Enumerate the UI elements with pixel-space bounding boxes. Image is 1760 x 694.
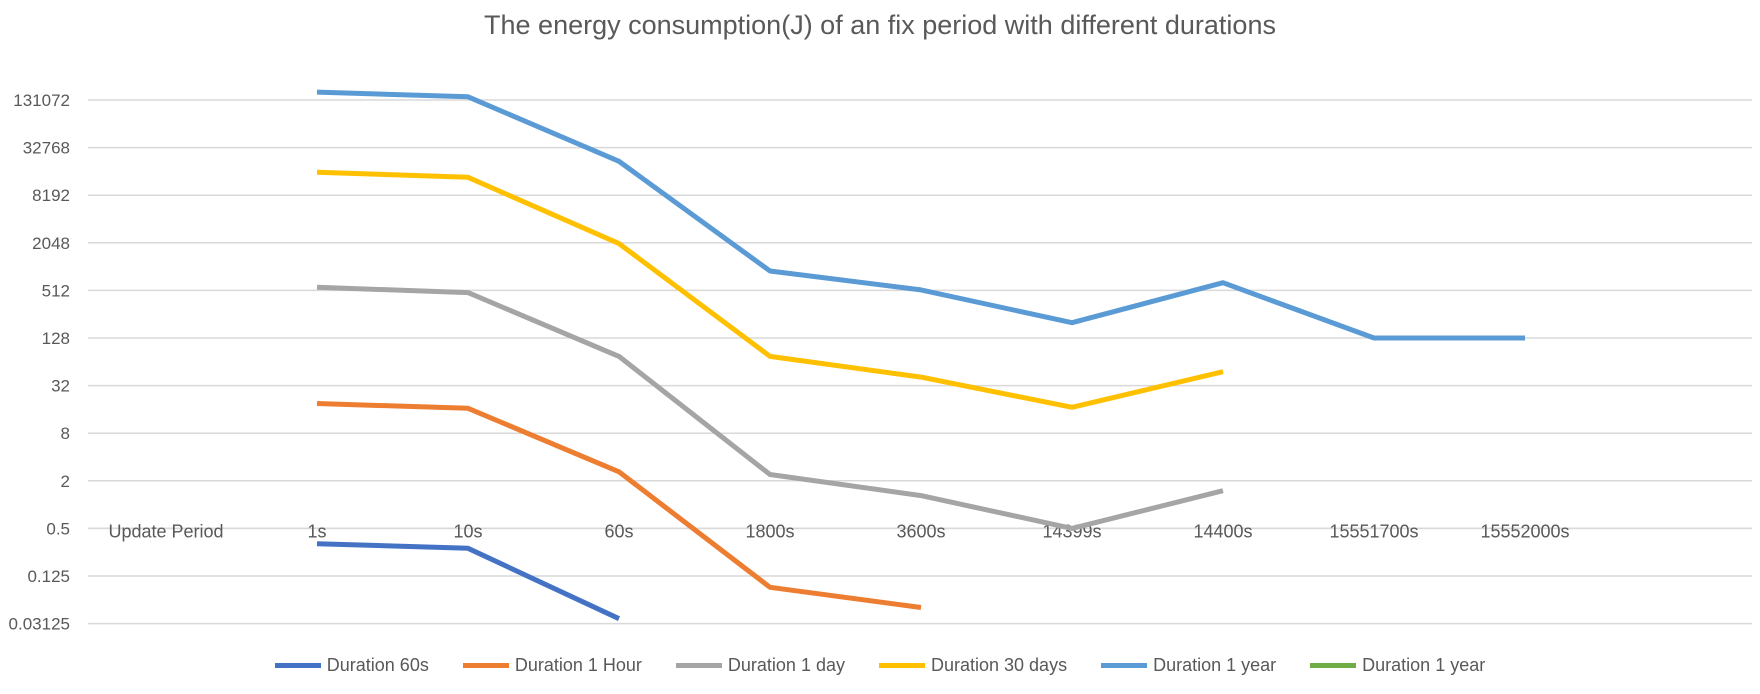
x-tick-label: 1800s — [745, 521, 794, 541]
y-tick-label: 0.03125 — [9, 615, 70, 634]
legend-label: Duration 1 day — [727, 655, 845, 675]
y-tick-label: 131072 — [13, 91, 70, 110]
legend-swatch — [274, 663, 321, 668]
legend-swatch — [462, 663, 509, 668]
legend-swatch — [1101, 663, 1148, 668]
legend-swatch — [1310, 663, 1357, 668]
x-tick-label: 1s — [307, 521, 326, 541]
series-line — [316, 401, 922, 610]
y-tick-label: 512 — [42, 281, 70, 300]
series-line — [316, 169, 1224, 410]
y-tick-label: 0.5 — [46, 519, 70, 538]
series-lines — [316, 89, 1525, 621]
x-tick-label: 15551700s — [1329, 521, 1418, 541]
legend-swatch — [878, 663, 925, 668]
legend-item: Duration 1 year — [1101, 655, 1276, 676]
chart-title: The energy consumption(J) of an fix peri… — [484, 10, 1276, 40]
legend-item: Duration 30 days — [878, 655, 1068, 676]
y-tick-label: 2048 — [32, 234, 70, 253]
x-tick-label: 15552000s — [1480, 521, 1569, 541]
y-tick-label: 8 — [61, 424, 70, 443]
legend-item: Duration 60s — [274, 655, 429, 676]
legend: Duration 60s Duration 1 Hour Duration 1 da… — [0, 655, 1760, 676]
legend-label: Duration 1 year — [1153, 655, 1277, 675]
y-tick-label: 32 — [51, 377, 70, 396]
grid-lines — [88, 99, 1752, 625]
legend-item: Duration 1 year — [1310, 655, 1485, 676]
x-tick-label: 3600s — [896, 521, 945, 541]
x-tick-labels: Update Period 1s 10s 60s 1800s 3600s 14399s 144… — [108, 521, 1569, 541]
y-tick-label: 32768 — [23, 139, 70, 158]
legend-item: Duration 1 Hour — [462, 655, 642, 676]
legend-item: Duration 1 day — [675, 655, 845, 676]
x-tick-label: 14400s — [1193, 521, 1252, 541]
line-chart: 131072 32768 8192 2048 512 128 32 8 2 0.5 0.125 0.0… — [9, 89, 1752, 634]
legend-swatch — [675, 663, 722, 668]
y-tick-label: 128 — [42, 329, 70, 348]
y-tick-label: 0.125 — [27, 567, 70, 586]
legend-label: Duration 30 days — [930, 655, 1068, 675]
x-tick-label: 60s — [604, 521, 633, 541]
x-tick-label: Update Period — [108, 521, 223, 541]
series-line — [316, 89, 1525, 341]
y-tick-labels: 131072 32768 8192 2048 512 128 32 8 2 0.5 0.125 0.0… — [9, 91, 70, 634]
legend-label: Duration 1 year — [1362, 655, 1486, 675]
legend-label: Duration 60s — [326, 655, 429, 675]
x-tick-label: 10s — [453, 521, 482, 541]
y-tick-label: 2 — [61, 472, 70, 491]
legend-label: Duration 1 Hour — [514, 655, 642, 675]
series-line — [316, 541, 621, 621]
y-tick-label: 8192 — [32, 186, 70, 205]
series-line — [316, 284, 1224, 531]
